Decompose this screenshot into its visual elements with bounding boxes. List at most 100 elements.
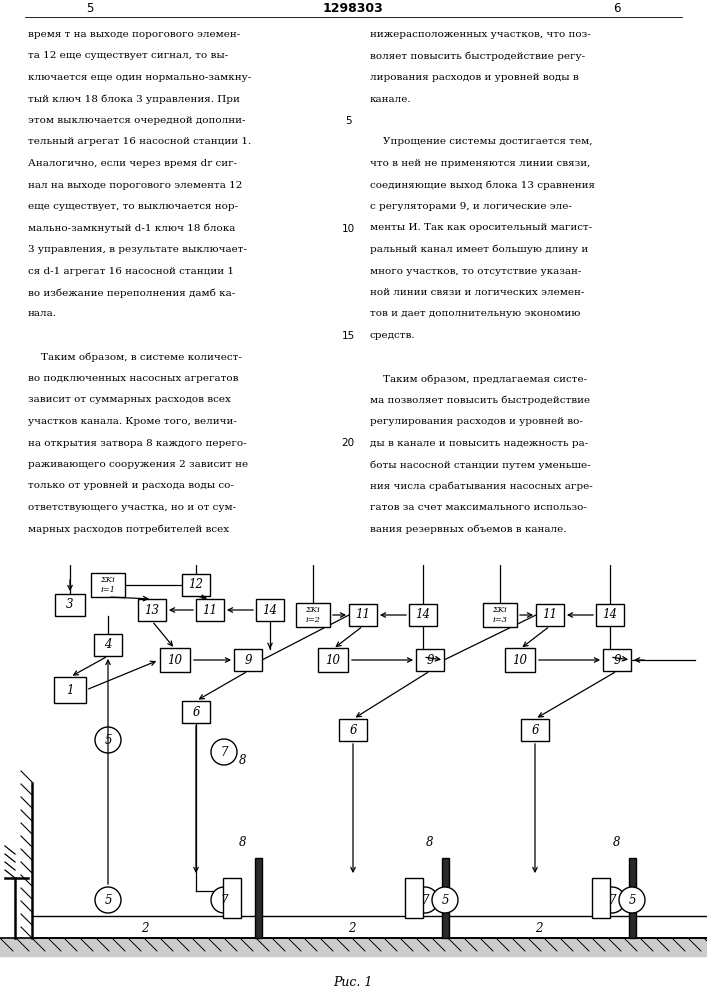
Text: во подключенных насосных агрегатов: во подключенных насосных агрегатов xyxy=(28,374,238,383)
Text: средств.: средств. xyxy=(370,331,416,340)
Text: 5: 5 xyxy=(345,116,351,126)
Text: 13: 13 xyxy=(144,603,160,616)
Circle shape xyxy=(95,727,121,753)
Text: Упрощение системы достигается тем,: Упрощение системы достигается тем, xyxy=(370,137,592,146)
Text: 7: 7 xyxy=(421,894,428,906)
Bar xyxy=(255,858,262,938)
Text: 9: 9 xyxy=(244,654,252,666)
Bar xyxy=(349,604,377,626)
Bar xyxy=(182,701,210,723)
Bar xyxy=(160,648,190,672)
Text: ния числа срабатывания насосных агре-: ния числа срабатывания насосных агре- xyxy=(370,482,592,491)
Text: 2: 2 xyxy=(141,922,148,934)
Text: 7: 7 xyxy=(221,746,228,758)
Text: во избежание переполнения дамб ка-: во избежание переполнения дамб ка- xyxy=(28,288,235,298)
Text: 6: 6 xyxy=(349,724,357,736)
Bar xyxy=(483,603,517,627)
Text: вания резервных объемов в канале.: вания резервных объемов в канале. xyxy=(370,524,566,534)
Text: 14: 14 xyxy=(416,608,431,621)
Text: участков канала. Кроме того, величи-: участков канала. Кроме того, величи- xyxy=(28,417,237,426)
Text: 6: 6 xyxy=(613,2,621,15)
Bar xyxy=(339,719,367,741)
Text: 9: 9 xyxy=(426,654,434,666)
Bar xyxy=(256,599,284,621)
Text: ΣKi
i=2: ΣKi i=2 xyxy=(305,606,320,624)
Bar xyxy=(182,574,210,596)
Bar xyxy=(94,634,122,656)
Text: 11: 11 xyxy=(356,608,370,621)
Text: 14: 14 xyxy=(602,608,617,621)
Circle shape xyxy=(211,887,237,913)
Text: 5: 5 xyxy=(86,2,94,15)
Text: ΣKi
i=1: ΣKi i=1 xyxy=(100,576,115,594)
Text: что в ней не применяются линии связи,: что в ней не применяются линии связи, xyxy=(370,159,590,168)
Text: ся d-1 агрегат 16 насосной станции 1: ся d-1 агрегат 16 насосной станции 1 xyxy=(28,266,234,275)
Bar xyxy=(296,603,330,627)
Text: ральный канал имеет большую длину и: ральный канал имеет большую длину и xyxy=(370,245,588,254)
Text: время т на выходе порогового элемен-: время т на выходе порогового элемен- xyxy=(28,30,240,39)
Text: 3 управления, в результате выключает-: 3 управления, в результате выключает- xyxy=(28,245,247,254)
Text: мально-замкнутый d-1 ключ 18 блока: мально-замкнутый d-1 ключ 18 блока xyxy=(28,224,235,233)
Text: на открытия затвора 8 каждого перего-: на открытия затвора 8 каждого перего- xyxy=(28,438,247,448)
Text: 5: 5 xyxy=(441,894,449,906)
Text: 2: 2 xyxy=(349,922,356,934)
Text: много участков, то отсутствие указан-: много участков, то отсутствие указан- xyxy=(370,266,581,275)
Bar xyxy=(505,648,535,672)
Text: с регуляторами 9, и логические эле-: с регуляторами 9, и логические эле- xyxy=(370,202,572,211)
Text: 6: 6 xyxy=(531,724,539,736)
Text: ды в канале и повысить надежность ра-: ды в канале и повысить надежность ра- xyxy=(370,438,588,448)
Bar xyxy=(629,858,636,938)
Circle shape xyxy=(619,887,645,913)
Text: еще существует, то выключается нор-: еще существует, то выключается нор- xyxy=(28,202,238,211)
Text: раживающего сооружения 2 зависит не: раживающего сооружения 2 зависит не xyxy=(28,460,248,469)
Circle shape xyxy=(211,739,237,765)
Text: 4: 4 xyxy=(104,639,112,652)
Text: 15: 15 xyxy=(341,331,355,341)
Bar xyxy=(196,599,224,621)
Bar xyxy=(318,648,348,672)
Text: 5: 5 xyxy=(104,894,112,906)
Text: ответствующего участка, но и от сум-: ответствующего участка, но и от сум- xyxy=(28,503,236,512)
Bar xyxy=(55,594,85,616)
Text: 10: 10 xyxy=(168,654,182,666)
Text: 10: 10 xyxy=(513,654,527,666)
Bar xyxy=(416,649,444,671)
Text: регулирования расходов и уровней во-: регулирования расходов и уровней во- xyxy=(370,417,583,426)
Circle shape xyxy=(599,887,625,913)
Text: 5: 5 xyxy=(104,734,112,746)
Text: тов и дает дополнительную экономию: тов и дает дополнительную экономию xyxy=(370,310,580,318)
Text: 7: 7 xyxy=(221,894,228,906)
Text: 8: 8 xyxy=(426,836,434,850)
Bar xyxy=(138,599,166,621)
Bar xyxy=(234,649,262,671)
Text: 1298303: 1298303 xyxy=(322,2,383,15)
Text: 11: 11 xyxy=(542,608,558,621)
Circle shape xyxy=(95,887,121,913)
Bar xyxy=(603,649,631,671)
Text: тый ключ 18 блока 3 управления. При: тый ключ 18 блока 3 управления. При xyxy=(28,95,240,104)
Text: гатов за счет максимального использо-: гатов за счет максимального использо- xyxy=(370,503,587,512)
Circle shape xyxy=(412,887,438,913)
Text: 10: 10 xyxy=(341,224,355,233)
Text: Таким образом, предлагаемая систе-: Таким образом, предлагаемая систе- xyxy=(370,374,587,383)
Text: канале.: канале. xyxy=(370,95,411,104)
Text: 12: 12 xyxy=(189,578,204,591)
Text: Аналогично, если через время dr сиг-: Аналогично, если через время dr сиг- xyxy=(28,159,237,168)
Text: боты насосной станции путем уменьше-: боты насосной станции путем уменьше- xyxy=(370,460,590,470)
Text: 8: 8 xyxy=(239,754,247,766)
Text: лирования расходов и уровней воды в: лирования расходов и уровней воды в xyxy=(370,73,579,82)
Bar xyxy=(441,858,448,938)
Text: 5: 5 xyxy=(629,894,636,906)
Text: 11: 11 xyxy=(202,603,218,616)
Text: 2: 2 xyxy=(535,922,543,934)
Bar xyxy=(592,878,610,918)
Text: воляет повысить быстродействие регу-: воляет повысить быстродействие регу- xyxy=(370,51,585,61)
Text: та 12 еще существует сигнал, то вы-: та 12 еще существует сигнал, то вы- xyxy=(28,51,228,60)
Text: Рис. 1: Рис. 1 xyxy=(333,976,373,988)
Bar xyxy=(223,878,241,918)
Text: ной линии связи и логических элемен-: ной линии связи и логических элемен- xyxy=(370,288,585,297)
Text: 7: 7 xyxy=(608,894,616,906)
Text: 1: 1 xyxy=(66,684,74,696)
Text: менты И. Так как оросительный магист-: менты И. Так как оросительный магист- xyxy=(370,224,592,232)
Text: марных расходов потребителей всех: марных расходов потребителей всех xyxy=(28,524,229,534)
